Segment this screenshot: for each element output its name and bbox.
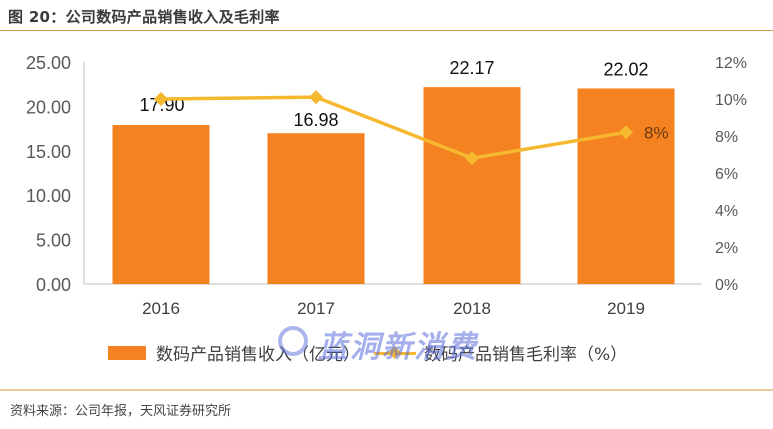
x-tick-label: 2019 xyxy=(607,299,645,318)
margin-line xyxy=(160,95,627,161)
bar-value-label: 22.17 xyxy=(449,58,494,78)
line-value-label: 8% xyxy=(644,123,669,142)
right-tick-label: 6% xyxy=(715,166,738,183)
legend-bar-label: 数码产品销售收入（亿元） xyxy=(156,345,360,365)
legend: 数码产品销售收入（亿元） 数码产品销售毛利率（%） xyxy=(108,340,627,365)
line-marker xyxy=(618,125,634,140)
left-tick-label: 15.00 xyxy=(26,142,71,162)
line-marker xyxy=(308,90,324,105)
legend-bar-swatch xyxy=(108,345,146,360)
watermark-icon xyxy=(278,326,308,356)
right-axis-ticks: 0% 2% 4% 6% 8% 10% 12% xyxy=(715,55,747,294)
line-series: 8% xyxy=(153,90,669,166)
bottom-divider xyxy=(0,389,773,391)
top-divider xyxy=(0,30,773,31)
bar-value-label: 16.98 xyxy=(293,110,338,130)
legend-line-swatch xyxy=(374,346,416,360)
chart: 0.00 5.00 10.00 15.00 20.00 25.00 0% 2% 4% 6% 8% 1… xyxy=(26,53,747,318)
bar-2016 xyxy=(112,125,210,284)
watermark: 蓝洞新消费 xyxy=(318,330,478,365)
bar-2018 xyxy=(423,87,521,284)
x-tick-label: 2016 xyxy=(142,299,180,318)
bar-2019 xyxy=(577,88,675,284)
left-tick-label: 25.00 xyxy=(26,53,71,73)
left-tick-label: 0.00 xyxy=(36,275,71,295)
left-tick-label: 10.00 xyxy=(26,186,71,206)
figure-title: 图 20：公司数码产品销售收入及毛利率 xyxy=(8,8,280,26)
x-tick-label: 2017 xyxy=(297,299,335,318)
legend-line-label: 数码产品销售毛利率（%） xyxy=(424,345,628,365)
left-tick-label: 5.00 xyxy=(36,231,71,251)
x-tick-label: 2018 xyxy=(453,299,491,318)
source-note: 资料来源：公司年报，天风证券研究所 xyxy=(10,404,232,419)
right-tick-label: 0% xyxy=(715,277,738,294)
right-tick-label: 2% xyxy=(715,240,738,257)
right-tick-label: 8% xyxy=(715,129,738,146)
x-axis-labels: 2016 2017 2018 2019 xyxy=(142,299,645,318)
left-tick-label: 20.00 xyxy=(26,97,71,117)
right-tick-label: 4% xyxy=(715,203,738,220)
right-tick-label: 10% xyxy=(715,92,747,109)
bar-2017 xyxy=(267,133,365,284)
right-tick-label: 12% xyxy=(715,55,747,72)
bar-value-label: 22.02 xyxy=(603,59,648,79)
left-axis-ticks: 0.00 5.00 10.00 15.00 20.00 25.00 xyxy=(26,53,71,295)
line-marker xyxy=(464,151,480,166)
